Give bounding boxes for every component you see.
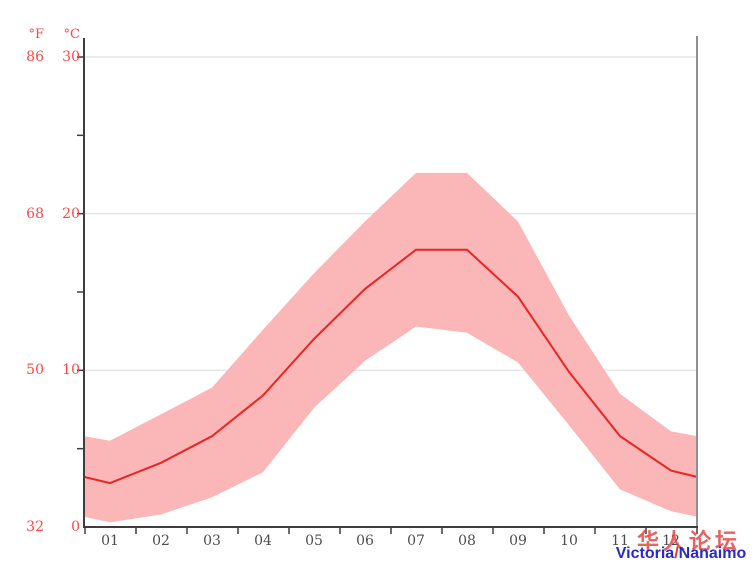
month-label: 03: [203, 533, 221, 549]
temperature-range-band: [84, 172, 697, 523]
celsius-tick-label: 10: [62, 362, 80, 378]
month-label: 04: [254, 533, 272, 549]
fahrenheit-tick-label: 50: [26, 362, 44, 378]
month-label: 12: [662, 533, 680, 549]
fahrenheit-tick-label: 86: [26, 49, 44, 65]
watermark-city-1: Victoria: [615, 545, 675, 562]
fahrenheit-tick-label: 68: [26, 206, 44, 222]
celsius-tick-label: 20: [62, 206, 80, 222]
month-label: 07: [407, 533, 425, 549]
watermark-slash: /: [674, 545, 679, 562]
month-label: 06: [356, 533, 374, 549]
month-label: 01: [101, 533, 119, 549]
month-label: 02: [152, 533, 170, 549]
celsius-unit-label: °C: [63, 27, 80, 42]
fahrenheit-tick-label: 32: [26, 519, 44, 535]
celsius-tick-label: 0: [71, 519, 80, 535]
fahrenheit-unit-label: °F: [28, 27, 44, 42]
watermark-city-2: Nanaimo: [678, 545, 747, 562]
watermark-chinese-text: 华人论坛: [637, 530, 742, 555]
celsius-tick-label: 30: [62, 49, 80, 65]
month-label: 05: [305, 533, 323, 549]
month-label: 08: [458, 533, 476, 549]
month-label: 10: [560, 533, 578, 549]
average-temperature-line: [83, 248, 698, 485]
month-label: 09: [509, 533, 527, 549]
month-label: 11: [611, 533, 629, 549]
watermark-location-text: Victoria/Nanaimo: [610, 545, 752, 563]
